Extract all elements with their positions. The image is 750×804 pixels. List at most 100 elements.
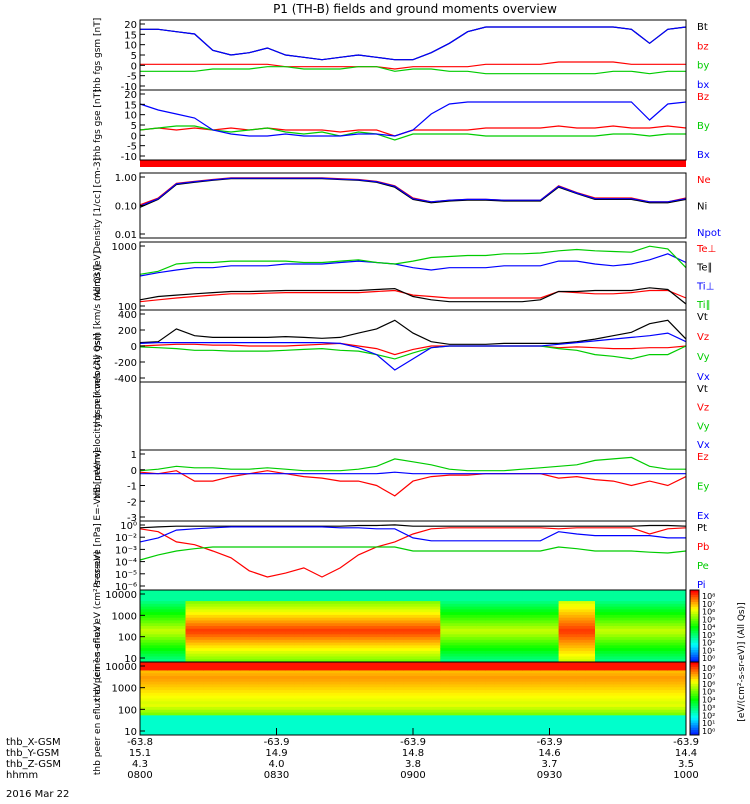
heatmap-cell	[258, 718, 268, 722]
heatmap-cell	[249, 592, 259, 597]
heatmap-cell	[513, 592, 523, 597]
heatmap-cell	[485, 595, 496, 599]
heatmap-cell	[485, 603, 496, 608]
heatmap-cell	[531, 628, 541, 633]
y-tick-label: 10000	[105, 662, 137, 673]
heatmap-cell	[549, 687, 560, 691]
heatmap-cell	[194, 681, 205, 685]
heatmap-cell	[458, 690, 469, 694]
heatmap-cell	[558, 709, 569, 714]
colorbar-cell	[690, 700, 699, 704]
heatmap-cell	[558, 678, 569, 683]
heatmap-cell	[258, 709, 268, 714]
heatmap-cell	[504, 648, 514, 652]
heatmap-cell	[531, 692, 541, 697]
heatmap-cell	[358, 631, 368, 635]
heatmap-cell	[167, 620, 177, 624]
heatmap-cell	[613, 617, 623, 621]
heatmap-cell	[322, 681, 332, 685]
heatmap-cell	[485, 631, 496, 635]
date-label: 2016 Mar 22	[6, 789, 69, 800]
heatmap-cell	[422, 704, 432, 708]
heatmap-cell	[449, 690, 459, 694]
heatmap-cell	[285, 626, 296, 630]
heatmap-cell	[549, 650, 560, 655]
heatmap-cell	[622, 653, 632, 657]
heatmap-cell	[203, 676, 214, 680]
heatmap-cell	[494, 626, 505, 630]
heatmap-cell	[358, 690, 368, 694]
heatmap-cell	[312, 617, 323, 621]
colorbar-cell	[690, 681, 699, 685]
colorbar-cell	[690, 666, 699, 670]
heatmap-cell	[431, 712, 441, 716]
heatmap-cell	[576, 612, 587, 616]
heatmap-cell	[267, 628, 277, 633]
heatmap-cell	[349, 695, 359, 699]
heatmap-cell	[558, 639, 569, 644]
heatmap-cell	[458, 704, 469, 708]
heatmap-cell	[385, 606, 396, 610]
heatmap-cell	[540, 676, 550, 680]
heatmap-cell	[613, 623, 623, 627]
heatmap-cell	[149, 601, 159, 605]
heatmap-cell	[212, 628, 223, 633]
heatmap-cell	[613, 684, 623, 688]
heatmap-cell	[167, 732, 177, 736]
heatmap-cell	[267, 715, 277, 719]
heatmap-cell	[376, 634, 387, 638]
heatmap-cell	[194, 687, 205, 691]
colorbar-cell	[690, 597, 699, 601]
heatmap-cell	[367, 598, 378, 602]
heatmap-cell	[203, 645, 214, 649]
heatmap-cell	[467, 656, 478, 660]
heatmap-cell	[658, 698, 669, 702]
ephem-row-label: thb_Z-GSM	[6, 759, 61, 770]
heatmap-cell	[649, 670, 660, 674]
heatmap-cell	[658, 639, 669, 644]
heatmap-cell	[303, 626, 314, 630]
heatmap-cell	[285, 712, 296, 716]
heatmap-cell	[185, 698, 196, 702]
heatmap-cell	[149, 626, 159, 630]
heatmap-cell	[403, 664, 414, 669]
heatmap-cell	[221, 634, 232, 638]
heatmap-cell	[449, 620, 459, 624]
heatmap-cell	[203, 620, 214, 624]
heatmap-cell	[440, 720, 450, 725]
heatmap-cell	[194, 720, 205, 725]
heatmap-cell	[494, 673, 505, 677]
heatmap-cell	[413, 673, 423, 677]
heatmap-cell	[640, 617, 651, 621]
heatmap-cell	[158, 612, 168, 616]
heatmap-cell	[422, 623, 432, 627]
heatmap-cell	[294, 612, 305, 616]
heatmap-cell	[240, 690, 250, 694]
heatmap-cell	[349, 715, 359, 719]
heatmap-cell	[504, 662, 514, 666]
heatmap-cell	[531, 634, 541, 638]
heatmap-cell	[585, 656, 596, 660]
heatmap-cell	[340, 681, 350, 685]
heatmap-cell	[631, 670, 641, 674]
heatmap-cell	[522, 614, 532, 619]
heatmap-cell	[604, 662, 614, 666]
heatmap-cell	[467, 723, 478, 728]
heatmap-cell	[476, 662, 487, 666]
heatmap-cell	[422, 723, 432, 728]
heatmap-cell	[185, 687, 196, 691]
heatmap-cell	[367, 601, 378, 605]
heatmap-cell	[149, 670, 159, 674]
heatmap-cell	[358, 726, 368, 730]
heatmap-cell	[558, 637, 569, 641]
heatmap-cell	[322, 637, 332, 641]
heatmap-cell	[176, 620, 186, 624]
heatmap-cell	[185, 701, 196, 705]
heatmap-cell	[640, 698, 651, 702]
heatmap-cell	[322, 612, 332, 616]
heatmap-cell	[240, 617, 250, 621]
heatmap-cell	[440, 729, 450, 733]
heatmap-cell	[640, 709, 651, 714]
heatmap-cell	[640, 648, 651, 652]
heatmap-cell	[622, 648, 632, 652]
